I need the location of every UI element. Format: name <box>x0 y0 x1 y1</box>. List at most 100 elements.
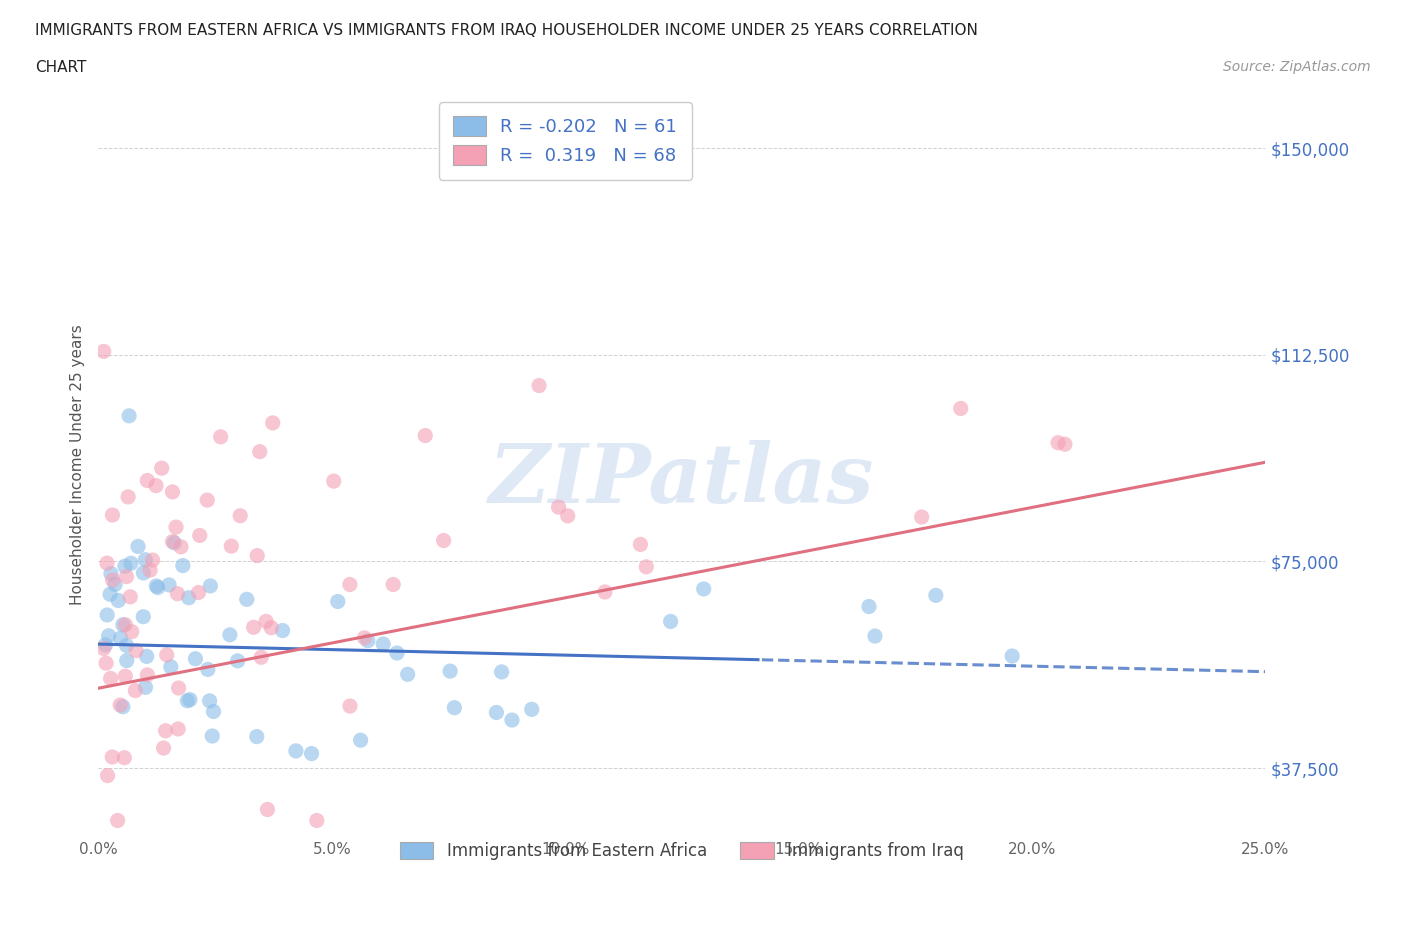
Point <box>107 593 129 608</box>
Point <box>949 401 972 416</box>
Point <box>557 509 579 524</box>
Point <box>157 578 180 592</box>
Point <box>177 591 200 605</box>
Point <box>163 536 186 551</box>
Point <box>114 618 136 632</box>
Point <box>221 538 243 553</box>
Point <box>262 416 284 431</box>
Point <box>176 694 198 709</box>
Point <box>209 430 232 445</box>
Point <box>132 565 155 580</box>
Point <box>271 623 294 638</box>
Point <box>93 344 115 359</box>
Point <box>104 577 127 591</box>
Text: IMMIGRANTS FROM EASTERN AFRICA VS IMMIGRANTS FROM IRAQ HOUSEHOLDER INCOME UNDER : IMMIGRANTS FROM EASTERN AFRICA VS IMMIGR… <box>35 23 979 38</box>
Point <box>501 712 523 727</box>
Point <box>692 581 714 596</box>
Point <box>229 509 252 524</box>
Point <box>385 645 408 660</box>
Point <box>200 578 222 593</box>
Point <box>201 728 224 743</box>
Point <box>117 489 139 504</box>
Y-axis label: Householder Income Under 25 years: Householder Income Under 25 years <box>69 325 84 605</box>
Point <box>284 743 307 758</box>
Point <box>188 528 211 543</box>
Point <box>179 692 201 707</box>
Point <box>110 631 132 645</box>
Point <box>433 533 456 548</box>
Point <box>593 585 616 600</box>
Point <box>97 629 120 644</box>
Point <box>305 813 328 828</box>
Point <box>184 651 207 666</box>
Point <box>96 607 118 622</box>
Point <box>443 700 465 715</box>
Point <box>236 591 259 606</box>
Point <box>413 428 436 443</box>
Point <box>301 746 323 761</box>
Point <box>226 654 249 669</box>
Point <box>127 539 149 554</box>
Point <box>98 587 121 602</box>
Point <box>202 704 225 719</box>
Point <box>246 729 269 744</box>
Point <box>115 638 138 653</box>
Point <box>145 478 167 493</box>
Point <box>322 473 344 488</box>
Point <box>382 577 405 591</box>
Point <box>195 493 218 508</box>
Point <box>159 659 181 674</box>
Point <box>1001 648 1024 663</box>
Point <box>197 662 219 677</box>
Point <box>373 637 395 652</box>
Point <box>396 667 419 682</box>
Point <box>100 671 122 685</box>
Point <box>630 537 652 551</box>
Point <box>1047 435 1070 450</box>
Text: CHART: CHART <box>35 60 87 75</box>
Text: Source: ZipAtlas.com: Source: ZipAtlas.com <box>1223 60 1371 74</box>
Point <box>115 569 138 584</box>
Point <box>165 520 187 535</box>
Point <box>491 665 513 680</box>
Point <box>485 705 508 720</box>
Point <box>547 499 569 514</box>
Point <box>353 631 375 645</box>
Point <box>527 379 550 393</box>
Point <box>242 619 264 634</box>
Point <box>94 637 117 652</box>
Point <box>357 633 380 648</box>
Point <box>339 577 361 591</box>
Point <box>96 556 118 571</box>
Point <box>139 563 162 578</box>
Point <box>111 618 134 632</box>
Point <box>111 699 134 714</box>
Point <box>925 588 948 603</box>
Point <box>124 684 146 698</box>
Point <box>101 750 124 764</box>
Point <box>134 552 156 567</box>
Point <box>150 460 173 475</box>
Point <box>339 698 361 713</box>
Point <box>136 473 159 488</box>
Point <box>112 751 135 765</box>
Point <box>349 733 371 748</box>
Point <box>136 668 159 683</box>
Point <box>114 559 136 574</box>
Point <box>152 740 174 755</box>
Point <box>162 534 184 549</box>
Point <box>120 556 142 571</box>
Point <box>155 724 177 738</box>
Point <box>118 408 141 423</box>
Point <box>167 722 190 737</box>
Point <box>911 510 934 525</box>
Point <box>863 629 886 644</box>
Point <box>125 644 148 658</box>
Point <box>166 586 188 601</box>
Point <box>246 548 269 563</box>
Point <box>114 669 136 684</box>
Point <box>520 702 543 717</box>
Legend: Immigrants from Eastern Africa, Immigrants from Iraq: Immigrants from Eastern Africa, Immigran… <box>387 829 977 873</box>
Point <box>256 802 278 817</box>
Point <box>636 560 658 575</box>
